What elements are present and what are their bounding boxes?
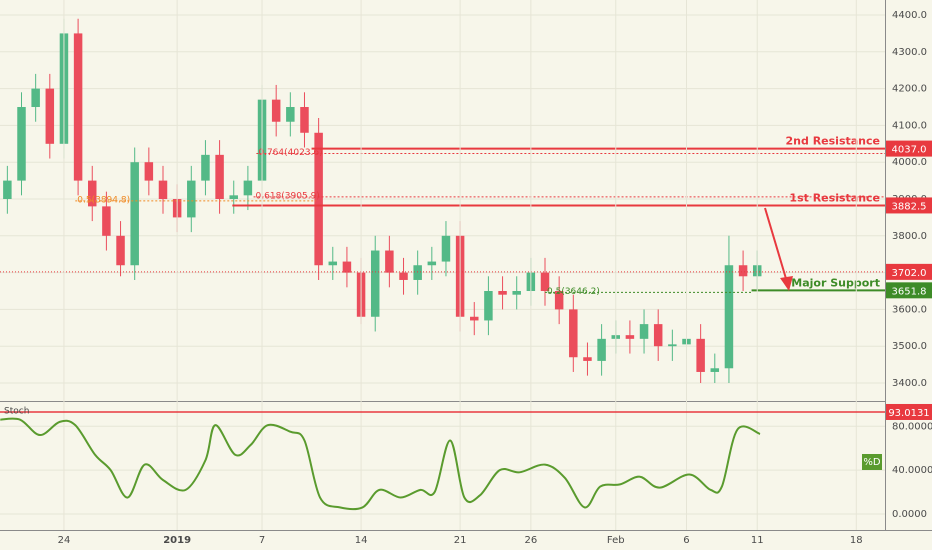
candle-body xyxy=(554,291,564,310)
candle-body xyxy=(441,235,451,262)
x-tick-label: 24 xyxy=(58,535,71,546)
y-tick-label: 4200.0 xyxy=(892,84,927,95)
candle-body xyxy=(130,162,139,266)
y-tick-label: 3800.0 xyxy=(892,231,927,242)
candle-body xyxy=(229,195,238,200)
x-tick-label: 11 xyxy=(751,535,764,546)
y-tick-label: 40.0000 xyxy=(892,465,932,476)
candle-body xyxy=(583,357,592,361)
legend-label: %D xyxy=(863,457,881,468)
candle-body xyxy=(668,344,677,347)
candle-body xyxy=(243,180,253,196)
y-tick-label: 4400.0 xyxy=(892,10,927,21)
candle-body xyxy=(116,235,125,266)
candle-body xyxy=(385,250,394,273)
candle-body xyxy=(484,291,493,321)
fib-label: 0.618(3905.9) xyxy=(256,191,320,201)
y-tick-label: 4300.0 xyxy=(892,47,927,58)
level-name: 1st Resistance xyxy=(789,191,880,204)
candle-body xyxy=(370,250,380,317)
candle-body xyxy=(158,180,168,200)
price-tag xyxy=(886,140,932,157)
candle-body xyxy=(498,291,507,295)
x-tick-label: 7 xyxy=(259,535,265,546)
x-tick-label: 6 xyxy=(683,535,689,546)
level-name: 2nd Resistance xyxy=(786,135,880,148)
price-tag-label: 3882.5 xyxy=(892,201,927,212)
level-name: Major Support xyxy=(791,276,880,289)
candle-body xyxy=(639,324,649,339)
price-tag xyxy=(886,197,932,214)
candle-body xyxy=(102,206,111,236)
fib-label: 0.5(3646.2) xyxy=(547,287,600,297)
y-tick-label: 4000.0 xyxy=(892,157,927,168)
y-tick-label: 0.0000 xyxy=(892,509,927,520)
y-tick-label: 3600.0 xyxy=(892,304,927,315)
panel-title: Stoch xyxy=(4,407,29,417)
candle-body xyxy=(427,261,437,266)
price-tag xyxy=(886,282,932,299)
x-tick-label: 21 xyxy=(454,535,467,546)
x-tick-label: 2019 xyxy=(163,535,191,546)
candle-body xyxy=(144,162,154,181)
candle-body xyxy=(314,132,323,266)
price-tag-label: 4037.0 xyxy=(892,145,927,156)
candle-body xyxy=(653,324,663,347)
y-tick-label: 3500.0 xyxy=(892,341,927,352)
candle-body xyxy=(470,316,479,321)
candle-body xyxy=(187,180,196,218)
candle-body xyxy=(17,107,26,181)
fib-label: 0.5(3894.8) xyxy=(77,195,130,205)
candle-body xyxy=(540,272,550,292)
candle-body xyxy=(696,338,705,372)
candle-body xyxy=(73,33,83,181)
candle-body xyxy=(342,261,352,273)
y-tick-label: 4100.0 xyxy=(892,120,927,131)
price-tag xyxy=(886,263,932,280)
candle-body xyxy=(31,88,40,108)
y-tick-label: 80.0000 xyxy=(892,421,932,432)
candle-body xyxy=(271,99,281,122)
price-tag-label: 3702.0 xyxy=(892,268,927,279)
y-tick-label: 3400.0 xyxy=(892,378,927,389)
x-tick-label: 14 xyxy=(355,535,368,546)
x-tick-label: 26 xyxy=(524,535,537,546)
price-tag-label: 93.0131 xyxy=(888,408,929,419)
stoch-line xyxy=(0,417,761,511)
arrow-shaft xyxy=(764,207,788,283)
price-tag-label: 3651.8 xyxy=(892,286,927,297)
candle-body xyxy=(215,154,224,200)
candle-body xyxy=(724,265,734,369)
arrow-head xyxy=(780,276,793,291)
candle-body xyxy=(625,335,635,339)
x-tick-label: Feb xyxy=(607,535,625,546)
candle-body xyxy=(45,88,55,144)
candle-body xyxy=(328,261,338,266)
candle-body xyxy=(597,338,606,361)
legend-box xyxy=(862,454,882,470)
candle-body xyxy=(738,265,748,277)
candle-body xyxy=(569,309,578,358)
candle-body xyxy=(710,368,720,372)
candle-body xyxy=(286,107,295,122)
candle-body xyxy=(201,154,210,181)
candle-body xyxy=(88,180,97,207)
candle-body xyxy=(3,180,12,200)
x-tick-label: 18 xyxy=(850,535,863,546)
price-tag xyxy=(886,403,932,420)
fib-label: 0.764(4023.6) xyxy=(258,148,322,158)
candle-body xyxy=(300,107,309,133)
candle-body xyxy=(399,272,408,280)
candle-body xyxy=(413,265,422,280)
candle-body xyxy=(512,291,521,295)
